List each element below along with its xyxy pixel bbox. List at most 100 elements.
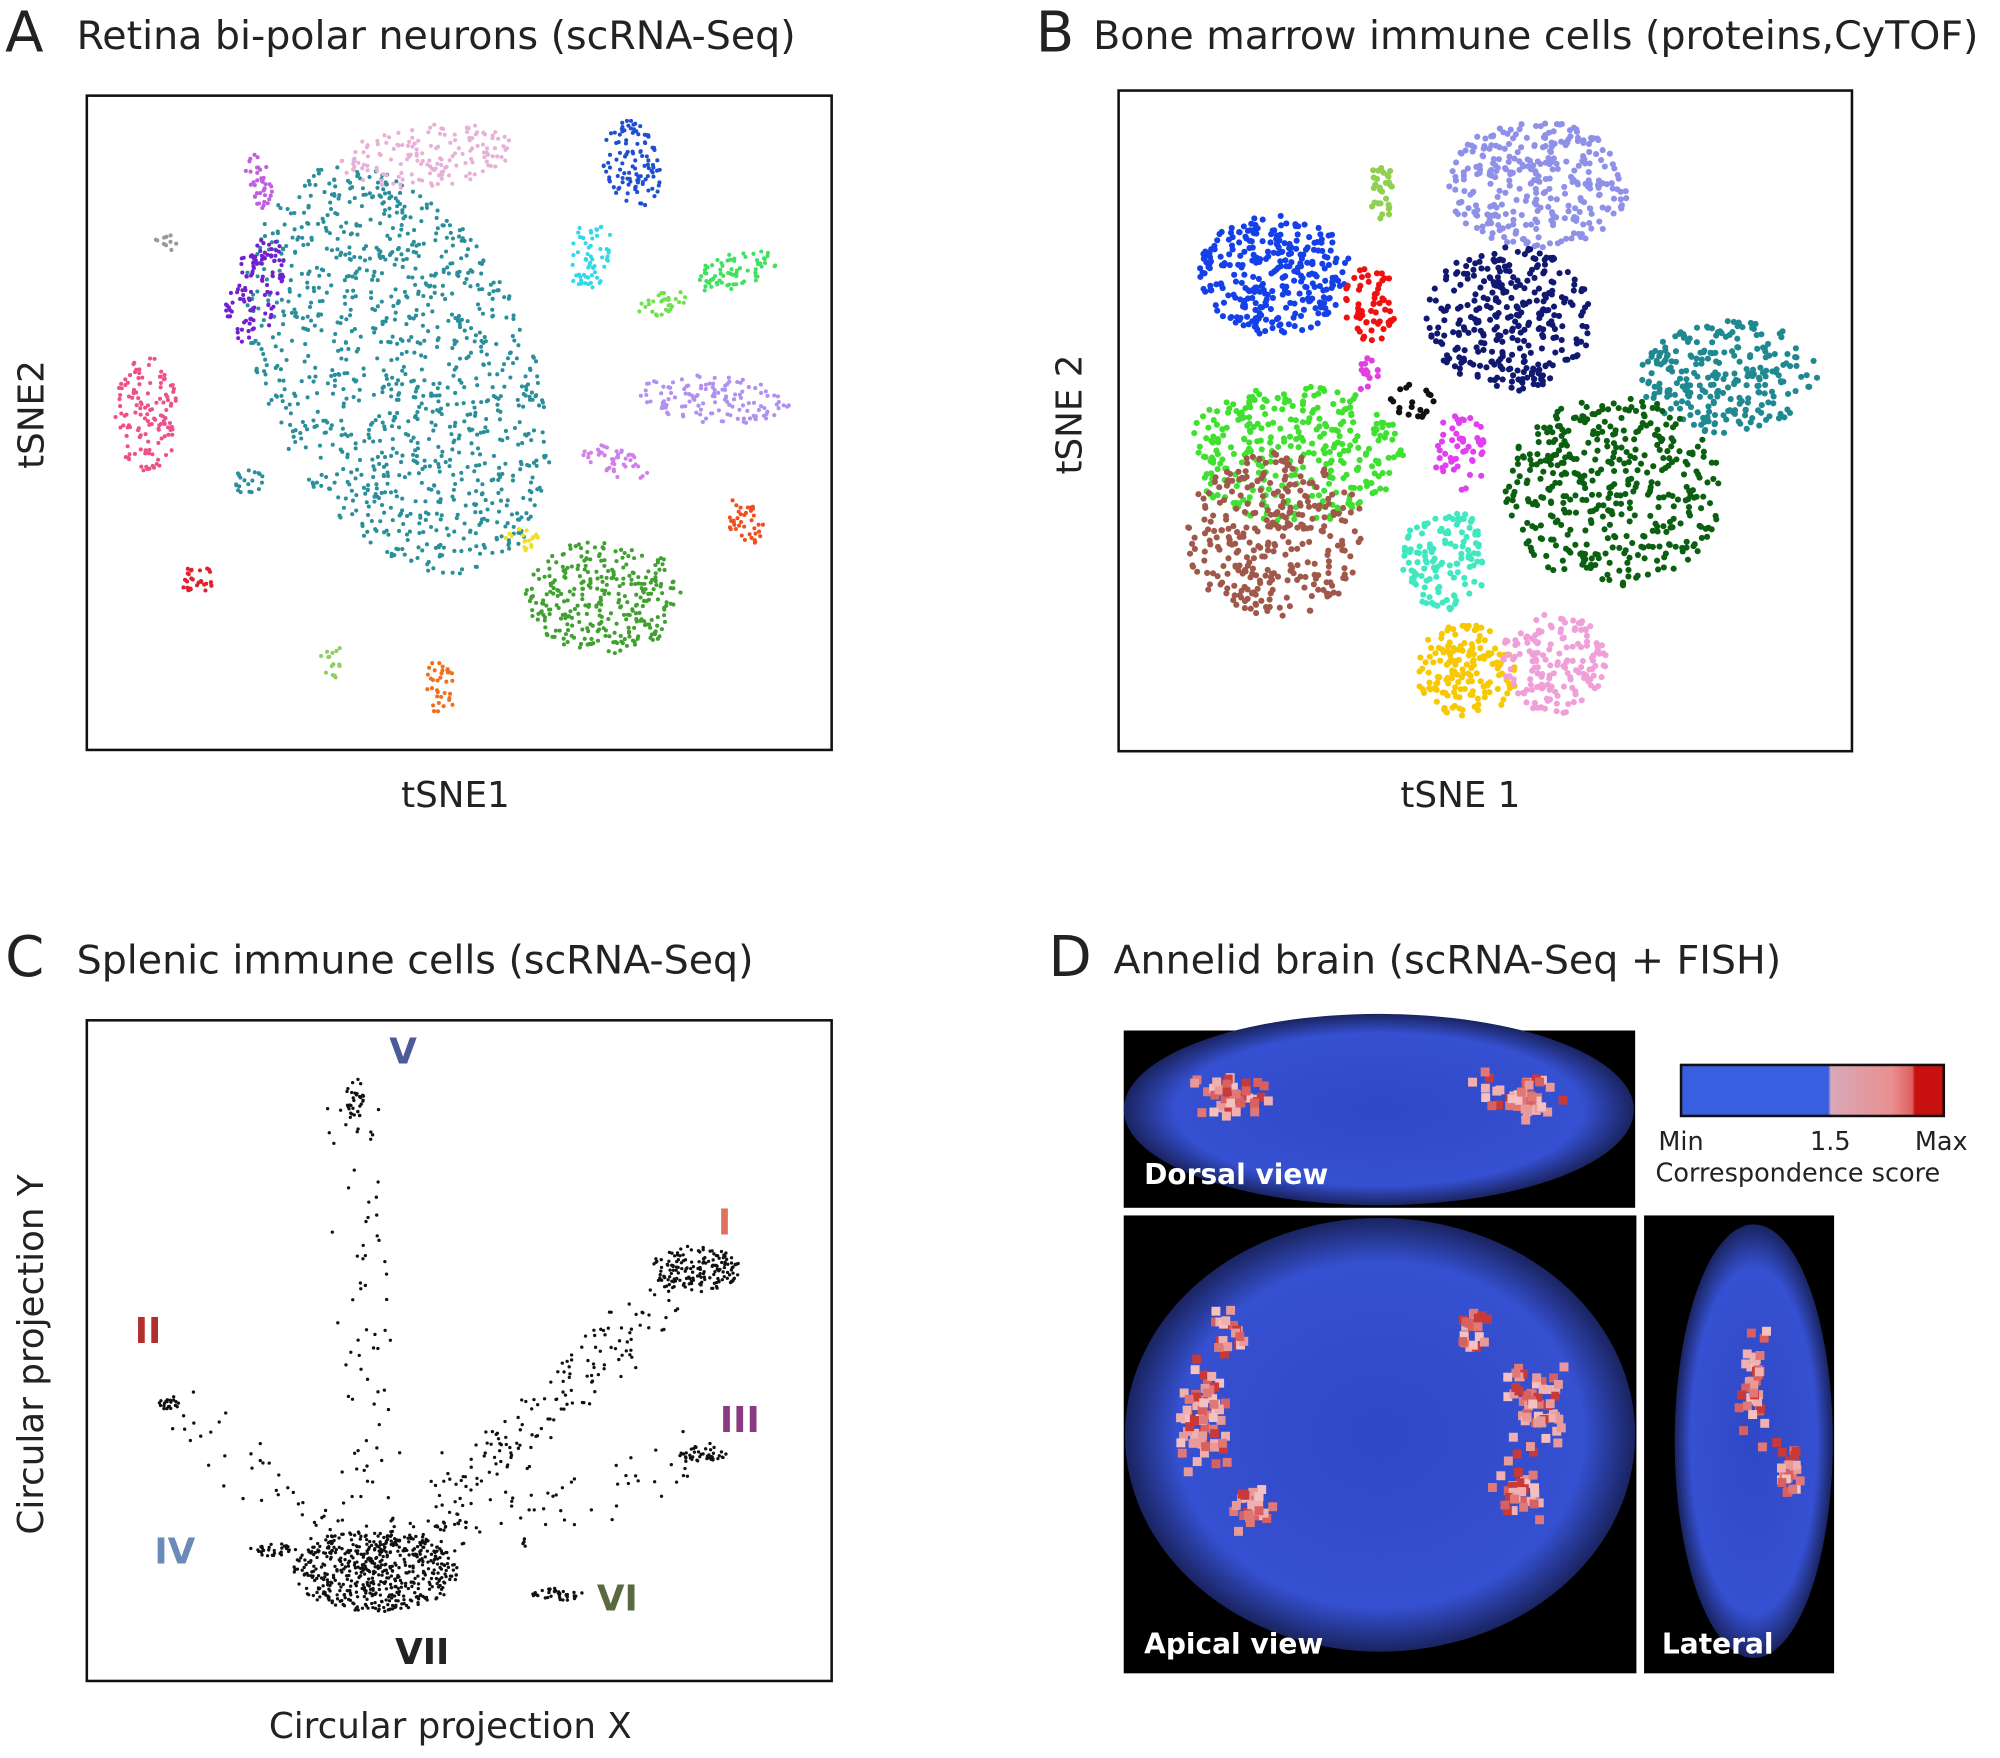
cell-dot xyxy=(482,155,487,160)
cell-dot xyxy=(396,246,401,251)
cell-dot xyxy=(430,409,435,414)
expression-square xyxy=(1543,1107,1553,1117)
cell-dot xyxy=(605,254,610,259)
cell-dot xyxy=(619,547,624,552)
cell-dot xyxy=(541,439,546,444)
expression-square xyxy=(1214,1342,1224,1352)
cell-dot xyxy=(640,604,645,609)
y-axis-label: tSNE2 xyxy=(11,360,52,469)
cell-dot xyxy=(1514,305,1521,312)
cell-dot xyxy=(1548,217,1555,224)
cell-dot xyxy=(1550,128,1557,135)
expression-square xyxy=(1257,1485,1267,1494)
cell-dot xyxy=(1667,364,1674,371)
cell-dot xyxy=(338,447,343,452)
cell-dot xyxy=(397,473,402,478)
cell-dot xyxy=(440,283,445,288)
cell-dot xyxy=(1197,265,1204,272)
cell-dot xyxy=(144,464,149,469)
cell-dot xyxy=(398,182,403,187)
expression-square xyxy=(1487,1101,1497,1111)
cell-dot xyxy=(450,346,455,351)
cell-dot xyxy=(1481,340,1488,347)
cell-dot xyxy=(1325,261,1332,268)
cell-dot xyxy=(614,157,619,162)
cell-dot xyxy=(639,301,644,306)
cell-dot xyxy=(1652,520,1659,527)
cell-dot xyxy=(1257,437,1264,444)
cell-dot xyxy=(718,271,723,276)
cell-dot xyxy=(1291,277,1298,284)
cell-dot xyxy=(1577,417,1584,424)
cell-dot xyxy=(367,435,372,440)
cell-dot xyxy=(1223,399,1230,406)
cell-dot xyxy=(269,189,274,194)
cell-dot xyxy=(1683,538,1690,545)
cell-dot xyxy=(432,122,437,127)
cell-dot xyxy=(703,284,708,289)
cell-dot xyxy=(696,403,701,408)
cell-dot xyxy=(1710,381,1717,388)
cell-dot xyxy=(259,238,264,243)
cell-dot xyxy=(377,254,382,259)
cell-dot xyxy=(326,272,331,278)
cell-dot xyxy=(1346,398,1354,405)
cell-dot xyxy=(436,399,441,404)
expression-square xyxy=(1179,1431,1188,1441)
cell-dot xyxy=(700,419,705,425)
cell-dot xyxy=(313,374,318,379)
cell-dot xyxy=(422,338,427,343)
cell-dot xyxy=(1521,358,1528,365)
cell-dot xyxy=(353,271,358,276)
cell-dot xyxy=(394,257,399,262)
cell-dot xyxy=(418,194,423,199)
cell-dot xyxy=(496,288,501,293)
cell-dot xyxy=(1613,444,1620,451)
cell-dot xyxy=(387,190,392,195)
cell-dot xyxy=(560,552,565,557)
cell-dot xyxy=(1516,473,1523,480)
colorbar xyxy=(1679,1063,1946,1118)
cell-dot xyxy=(554,603,559,608)
cell-dot xyxy=(131,362,136,367)
cell-dot xyxy=(453,481,458,487)
cell-dot xyxy=(163,416,168,421)
cell-dot xyxy=(1535,325,1542,333)
cell-dot xyxy=(577,225,582,231)
cell-dot xyxy=(414,454,419,459)
cell-dot xyxy=(1565,202,1572,209)
cell-dot xyxy=(457,571,462,576)
expression-square xyxy=(1245,1518,1255,1528)
cell-dot xyxy=(456,314,462,319)
cell-dot xyxy=(1534,451,1541,458)
cell-dot xyxy=(1494,193,1501,200)
cell-dot xyxy=(666,309,671,314)
cell-dot xyxy=(1550,536,1557,543)
cell-dot xyxy=(414,308,419,313)
cell-dot xyxy=(1371,470,1378,477)
cell-dot xyxy=(625,612,630,617)
cell-dot xyxy=(1241,248,1248,255)
cell-dot xyxy=(486,163,491,168)
cell-dot xyxy=(1655,504,1662,511)
cell-dot xyxy=(404,322,409,327)
cell-dot xyxy=(379,340,384,345)
expression-square xyxy=(1759,1333,1769,1343)
cell-dot xyxy=(262,250,267,255)
expression-square xyxy=(1534,1498,1544,1508)
cell-dot xyxy=(450,236,456,241)
cell-dot xyxy=(571,592,576,597)
cell-dot xyxy=(362,258,368,263)
cell-dot xyxy=(480,491,485,496)
cell-dot xyxy=(403,372,408,377)
cell-dot xyxy=(1641,555,1648,562)
cell-dot xyxy=(1232,319,1239,326)
cell-dot xyxy=(1315,224,1322,231)
cell-dot xyxy=(461,536,466,541)
cell-dot xyxy=(1525,342,1532,349)
cell-dot xyxy=(481,430,486,435)
cell-dot xyxy=(431,566,436,571)
cell-dot xyxy=(1780,361,1787,368)
cell-dot xyxy=(1605,494,1612,501)
cell-dot xyxy=(1766,352,1773,359)
